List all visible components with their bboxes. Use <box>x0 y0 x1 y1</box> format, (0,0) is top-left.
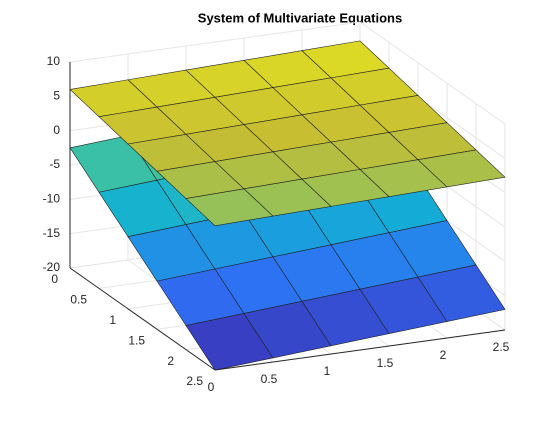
y-tick-label: 2 <box>167 354 174 368</box>
grid-line <box>69 21 361 63</box>
surface-patch <box>417 149 506 188</box>
y-tick-label: 2.5 <box>186 374 203 388</box>
x-tick-label: 1.5 <box>377 356 394 370</box>
grid-line <box>359 21 506 125</box>
z-tick-label: -5 <box>49 157 60 171</box>
z-tick-label: 10 <box>47 54 61 68</box>
x-tick-label: 2.5 <box>493 340 510 354</box>
z-tick-label: 5 <box>53 89 60 103</box>
axis-line <box>69 267 216 371</box>
chart-title: System of Multivariate Equations <box>198 10 402 25</box>
axis-line <box>214 329 506 371</box>
z-tick-label: -15 <box>43 226 61 240</box>
x-tick-label: 2 <box>440 348 447 362</box>
y-tick-label: 1 <box>109 313 116 327</box>
y-tick-label: 0.5 <box>70 293 87 307</box>
x-tick-label: 1 <box>324 364 331 378</box>
x-tick-label: 0.5 <box>261 372 278 386</box>
z-tick-label: -10 <box>43 192 61 206</box>
y-tick-label: 1.5 <box>128 333 145 347</box>
surface-patch <box>417 264 506 322</box>
z-tick-label: -20 <box>43 260 61 274</box>
z-tick-label: 0 <box>53 123 60 137</box>
y-tick-label: 0 <box>51 272 58 286</box>
x-tick-label: 0 <box>208 380 215 394</box>
